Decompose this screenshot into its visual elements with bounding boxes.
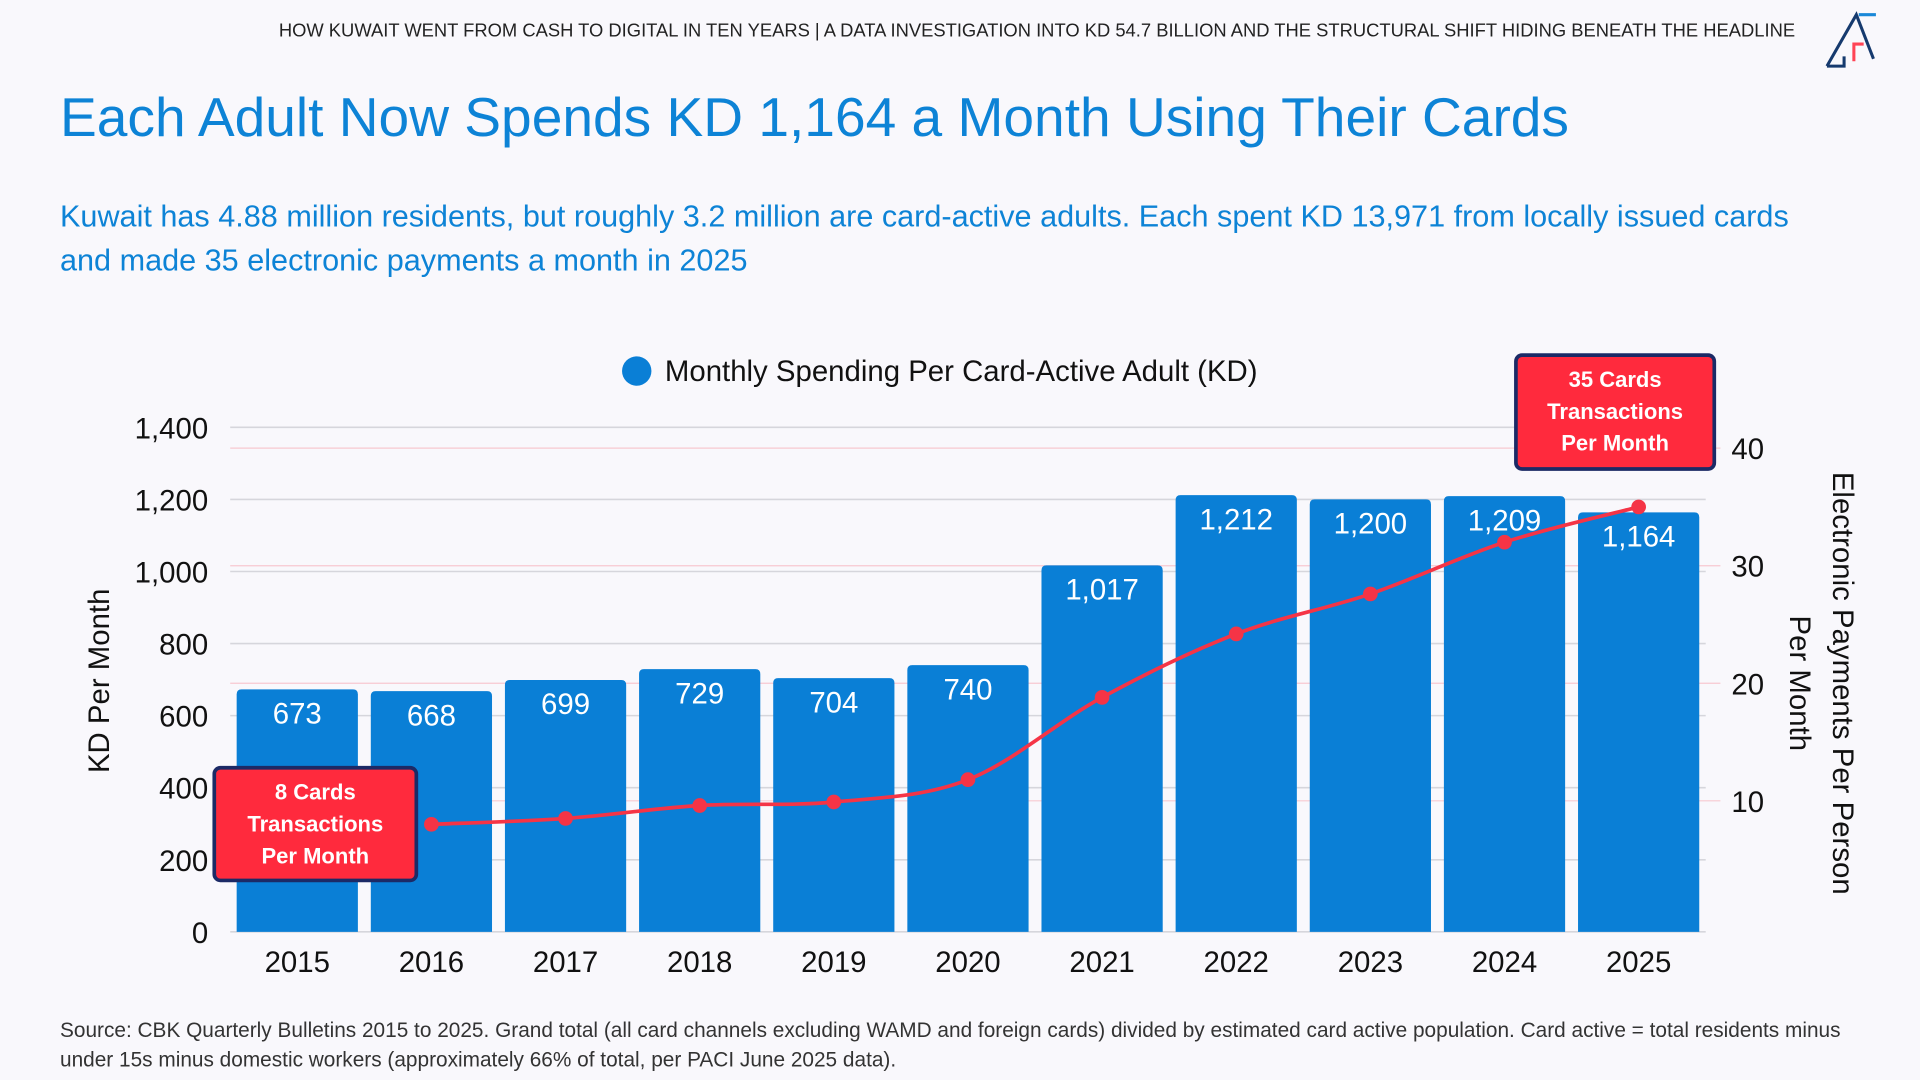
annotation-text: 8 Cards: [275, 780, 356, 805]
left-tick-label: 0: [192, 917, 208, 950]
y2-axis-title: Electronic Payments Per Person: [1826, 472, 1859, 895]
bar: [1443, 496, 1566, 932]
x-tick-label: 2019: [801, 946, 866, 979]
subtitle: Kuwait has 4.88 million residents, but r…: [60, 199, 1789, 278]
left-tick-label: 1,000: [135, 557, 209, 590]
annotation-text: Per Month: [1561, 431, 1669, 456]
x-tick-label: 2016: [399, 946, 464, 979]
annotation-text: 35 Cards: [1569, 367, 1662, 392]
bar-value-label: 1,212: [1199, 503, 1273, 536]
left-tick-label: 800: [159, 629, 208, 662]
annotation-box: [212, 765, 419, 883]
line-point: [1497, 534, 1512, 550]
bar: [1175, 495, 1297, 932]
line-point: [1363, 586, 1378, 602]
legend-marker: [622, 356, 652, 386]
x-tick-label: 2025: [1606, 946, 1671, 979]
left-tick-label: 1,400: [135, 412, 209, 445]
x-tick-label: 2018: [667, 946, 732, 979]
y-axis-title: KD Per Month: [83, 589, 116, 773]
bar-value-label: 673: [273, 698, 322, 731]
left-tick-label: 1,200: [135, 484, 209, 517]
bar-value-label: 740: [943, 673, 992, 706]
page-title: Each Adult Now Spends KD 1,164 a Month U…: [60, 85, 1569, 149]
source-note: Source: CBK Quarterly Bulletins 2015 to …: [60, 1018, 1841, 1072]
bar: [1309, 499, 1431, 932]
bar-value-label: 704: [809, 686, 858, 719]
line-point: [692, 798, 708, 813]
line-point: [960, 772, 976, 788]
line-point: [1094, 690, 1110, 705]
annotation-text: Transactions: [247, 811, 383, 836]
right-tick-label: 10: [1731, 786, 1764, 819]
bar-value-label: 1,164: [1602, 521, 1676, 554]
bar: [504, 679, 627, 932]
left-tick-label: 600: [159, 701, 208, 734]
right-tick-label: 30: [1731, 551, 1764, 584]
right-tick-label: 40: [1731, 433, 1764, 466]
x-tick-label: 2020: [935, 946, 1000, 979]
bar: [1578, 512, 1700, 932]
bar: [1041, 565, 1163, 932]
x-tick-label: 2022: [1204, 946, 1269, 979]
annotation-text: Per Month: [261, 843, 369, 868]
left-tick-label: 400: [159, 773, 208, 806]
bar-value-label: 729: [675, 677, 724, 710]
bar-value-label: 1,017: [1065, 574, 1139, 607]
x-tick-label: 2015: [265, 946, 330, 979]
annotation-text: Transactions: [1547, 399, 1683, 424]
bar-value-label: 1,209: [1468, 504, 1542, 537]
x-tick-label: 2024: [1472, 946, 1537, 979]
line-point: [558, 811, 573, 826]
line-point: [424, 816, 439, 832]
line-series: [431, 505, 1640, 827]
header-kicker: HOW KUWAIT WENT FROM CASH TO DIGITAL IN …: [278, 20, 1796, 42]
left-tick-label: 200: [159, 845, 208, 878]
y2-axis-title-line2: Per Month: [1783, 616, 1816, 752]
x-tick-label: 2023: [1338, 946, 1403, 979]
chart: 1020304002004006008001,0001,2001,4006732…: [83, 353, 1859, 979]
bar: [907, 665, 1029, 932]
right-tick-label: 20: [1731, 668, 1764, 701]
bar-value-label: 1,200: [1334, 508, 1408, 541]
line-point: [1228, 626, 1244, 642]
x-tick-label: 2017: [533, 946, 598, 979]
line-point: [1631, 499, 1646, 515]
x-tick-label: 2021: [1069, 946, 1134, 979]
bar-value-label: 699: [541, 688, 590, 721]
line-point: [826, 794, 842, 810]
ab-logo-icon: [1825, 11, 1876, 68]
legend-label: Monthly Spending Per Card-Active Adult (…: [665, 355, 1258, 388]
annotation-box: [1514, 353, 1717, 471]
bar-value-label: 668: [407, 699, 456, 732]
